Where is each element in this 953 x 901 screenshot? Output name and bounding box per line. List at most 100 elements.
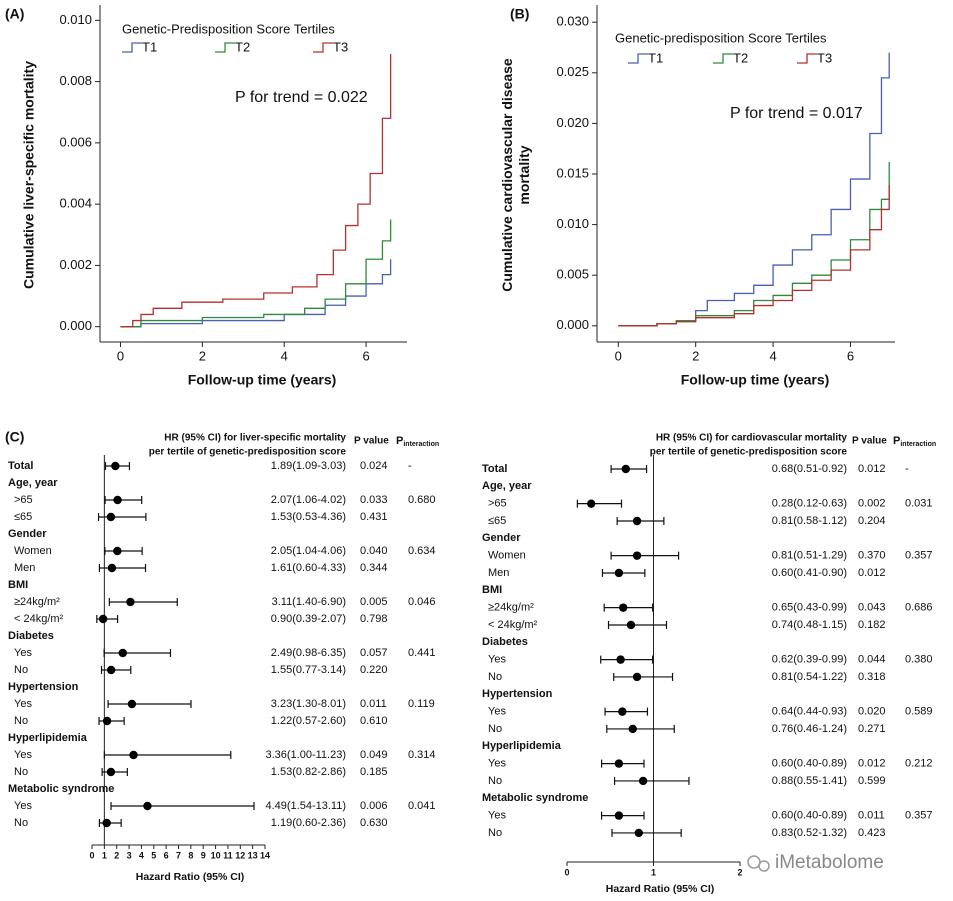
column-header: HR (95% CI) for liver-specific mortality: [164, 433, 346, 444]
row-label: >65: [488, 498, 507, 510]
value-label: 3.23(1.30-8.01): [271, 698, 346, 710]
p-value: 0.798: [360, 613, 388, 625]
x-tick-label: 9: [201, 850, 206, 860]
value-label: 1.61(0.60-4.33): [271, 562, 346, 574]
point-estimate: [626, 620, 636, 630]
p-value: 0.002: [858, 498, 886, 510]
point-estimate: [106, 665, 116, 675]
row-label: No: [488, 775, 502, 787]
p-interaction: 0.212: [905, 758, 933, 770]
point-estimate: [126, 597, 135, 607]
x-tick-label: 2: [199, 348, 206, 363]
point-estimate: [614, 759, 624, 768]
p-value: 0.271: [858, 723, 886, 735]
panel-label: (B): [510, 6, 529, 22]
value-label: 1.89(1.09-3.03): [271, 460, 346, 472]
p-interaction: 0.686: [905, 602, 933, 614]
x-tick-label: 3: [127, 850, 132, 860]
p-interaction: 0.634: [408, 545, 436, 557]
value-label: 0.62(0.39-0.99): [772, 654, 847, 666]
point-estimate: [632, 516, 642, 526]
column-header-main: P: [893, 435, 900, 447]
value-label: 0.81(0.58-1.12): [772, 515, 847, 527]
column-header: per tertile of genetic-predisposition sc…: [149, 447, 347, 458]
column-header: Pinteraction: [396, 435, 439, 448]
x-tick-label: 0: [89, 850, 94, 860]
x-tick-label: 4: [139, 850, 144, 860]
point-estimate: [634, 828, 643, 838]
x-tick-label: 12: [235, 850, 245, 860]
row-label: No: [14, 715, 28, 727]
step-line: [120, 54, 392, 328]
y-tick-label: 0.010: [59, 12, 92, 27]
point-estimate: [113, 546, 122, 556]
value-label: 0.81(0.51-1.29): [772, 550, 847, 562]
value-label: 2.07(1.06-4.02): [271, 494, 346, 506]
p-interaction: 0.046: [408, 596, 436, 608]
p-value: 0.044: [858, 654, 886, 666]
y-axis-title: mortality: [516, 145, 532, 204]
row-label: No: [14, 817, 28, 829]
point-estimate: [107, 563, 117, 573]
group-label: Metabolic syndrome: [482, 792, 588, 804]
y-tick-label: 0.000: [59, 318, 92, 333]
x-tick-label: 2: [692, 348, 699, 363]
p-value: 0.049: [360, 749, 388, 761]
point-estimate: [632, 551, 642, 560]
value-label: 0.64(0.44-0.93): [772, 706, 847, 718]
value-label: 3.36(1.00-11.23): [265, 749, 346, 761]
y-tick-label: 0.025: [556, 64, 589, 79]
point-estimate: [621, 464, 631, 474]
group-label: Hypertension: [8, 681, 79, 693]
p-value: 0.005: [360, 596, 388, 608]
point-estimate: [618, 707, 627, 716]
value-label: 0.60(0.41-0.90): [772, 567, 847, 579]
legend-symbol: [215, 42, 235, 53]
row-label: No: [488, 671, 502, 683]
value-label: 1.22(0.57-2.60): [271, 715, 346, 727]
x-tick-label: 4: [769, 348, 776, 363]
value-label: 0.28(0.12-0.63): [772, 498, 847, 510]
panel-label: (C): [5, 429, 24, 445]
point-estimate: [102, 818, 111, 828]
annotation: P for trend = 0.022: [235, 89, 368, 106]
y-tick-label: 0.000: [556, 317, 589, 332]
value-label: 3.11(1.40-6.90): [272, 596, 346, 608]
group-label: Age, year: [8, 477, 58, 489]
value-label: 1.55(0.77-3.14): [271, 664, 346, 676]
x-tick-label: 11: [223, 850, 233, 860]
x-tick-label: 6: [847, 348, 854, 363]
p-value: 0.431: [360, 511, 388, 523]
row-label: Yes: [488, 758, 506, 770]
legend-symbol: [797, 53, 817, 64]
group-label: BMI: [8, 579, 28, 591]
row-label: < 24kg/m²: [14, 613, 64, 625]
row-label: No: [488, 827, 502, 839]
p-interaction: -: [408, 460, 412, 472]
row-label: Yes: [488, 810, 506, 822]
point-estimate: [614, 568, 624, 578]
legend-symbol: [313, 42, 333, 53]
p-value: 0.185: [360, 766, 388, 778]
value-label: 0.88(0.55-1.41): [772, 775, 847, 787]
point-estimate: [616, 655, 625, 664]
p-value: 0.033: [360, 494, 388, 506]
point-estimate: [638, 776, 648, 786]
value-label: 0.68(0.51-0.92): [772, 463, 847, 475]
p-interaction: -: [905, 463, 909, 475]
p-value: 0.057: [360, 647, 388, 659]
x-tick-label: 1: [102, 850, 107, 860]
value-label: 0.65(0.43-0.99): [772, 602, 847, 614]
group-label: BMI: [482, 584, 502, 596]
value-label: 0.74(0.48-1.15): [772, 619, 847, 631]
legend-symbol: [628, 53, 648, 64]
x-tick-label: 13: [248, 850, 258, 860]
value-label: 0.60(0.40-0.89): [772, 758, 847, 770]
p-value: 0.344: [360, 562, 388, 574]
column-header-sub: interaction: [403, 441, 439, 448]
x-tick-label: 14: [260, 850, 270, 860]
group-label: Gender: [482, 532, 521, 544]
y-tick-label: 0.020: [556, 115, 589, 130]
point-estimate: [127, 699, 137, 709]
p-value: 0.204: [858, 515, 886, 527]
